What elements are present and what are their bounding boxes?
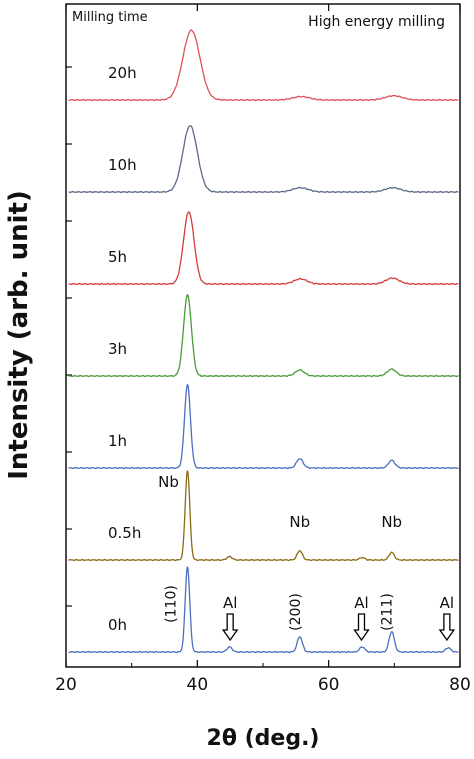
series-label: 20h (108, 64, 137, 82)
x-ticks: 20 40 60 80 (55, 4, 471, 695)
nb-label: Nb (158, 473, 179, 491)
legend-title: Milling time (72, 10, 148, 25)
miller-index-label: (110) (163, 585, 179, 623)
series-label: 0h (108, 616, 127, 634)
x-tick-label: 20 (55, 675, 77, 695)
al-arrow-icon (221, 613, 239, 642)
chart-annotation: High energy milling (308, 14, 445, 30)
trace-0.5h (68, 470, 459, 562)
series-label: 3h (108, 340, 127, 358)
trace-20h (68, 29, 459, 102)
trace-3h (68, 294, 459, 378)
y-axis-label: Intensity (arb. unit) (4, 190, 34, 480)
al-label: Al (354, 594, 368, 612)
nb-label: Nb (381, 513, 402, 531)
miller-index-label: (211) (380, 593, 396, 631)
trace-1h (68, 383, 459, 470)
trace-10h (68, 125, 459, 194)
al-label: Al (223, 594, 237, 612)
nb-label: Nb (289, 513, 310, 531)
trace-0h (68, 566, 459, 654)
x-tick-label: 60 (318, 675, 340, 695)
x-tick-label: 40 (187, 675, 209, 695)
al-label: Al (440, 594, 454, 612)
miller-index-label: (200) (288, 593, 304, 631)
plot-frame (65, 3, 461, 668)
series-label: 0.5h (108, 524, 141, 542)
series-label: 10h (108, 156, 137, 174)
traces: 0h 0.5h 1h 3h 5h 10h 20h (68, 29, 459, 654)
series-label: 5h (108, 248, 127, 266)
al-arrow-icon (353, 613, 370, 642)
x-axis-label: 2θ (deg.) (207, 726, 320, 751)
al-arrow-icon (438, 613, 456, 642)
trace-5h (68, 211, 459, 286)
annotations: Nb Nb Nb (110) (200) (211) Al Al Al (158, 473, 456, 642)
x-tick-label: 80 (449, 675, 471, 695)
y-ticks (66, 66, 72, 607)
series-label: 1h (108, 432, 127, 450)
